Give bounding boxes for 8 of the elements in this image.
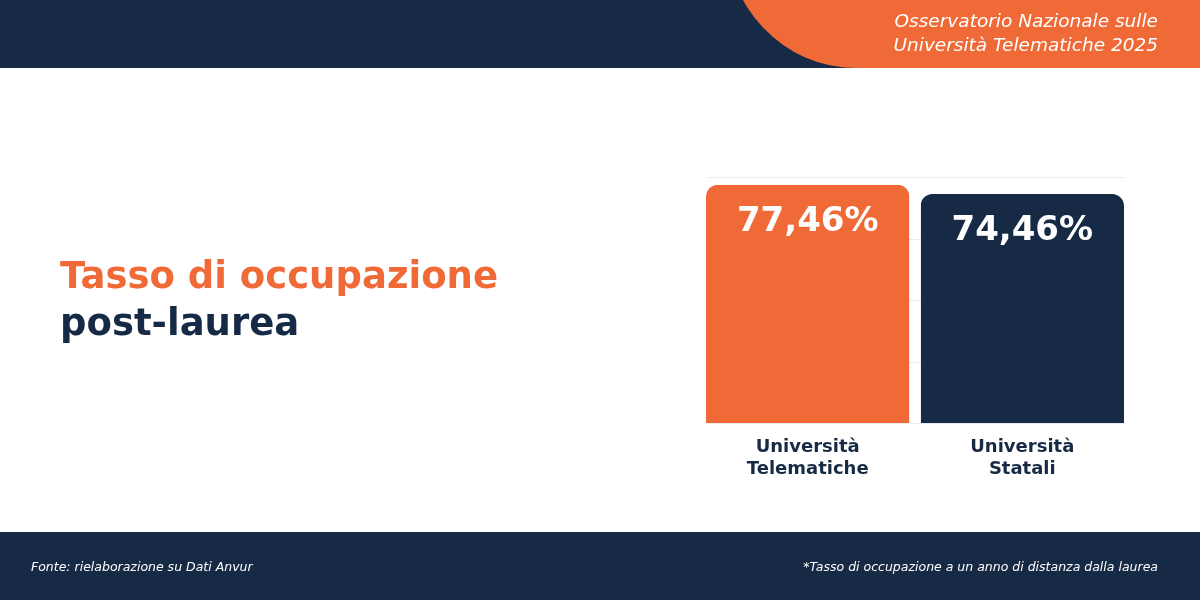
source-note: Fonte: rielaborazione su Dati Anvur	[31, 558, 253, 574]
text: *Tasso di occupazione a un anno di distanza dalla laurea	[803, 558, 1158, 574]
x-tick-label: Università Telematiche	[746, 434, 869, 478]
x-tick-label: Università Statali	[970, 434, 1075, 478]
data-label: 74,46%	[951, 208, 1094, 249]
data-label: 77,46%	[736, 198, 879, 239]
chart-subtitle: Osservatorio Nazionale sulle Università Telematiche 2025	[892, 9, 1158, 57]
text: Tasso di occupazione post-laurea	[60, 253, 499, 346]
